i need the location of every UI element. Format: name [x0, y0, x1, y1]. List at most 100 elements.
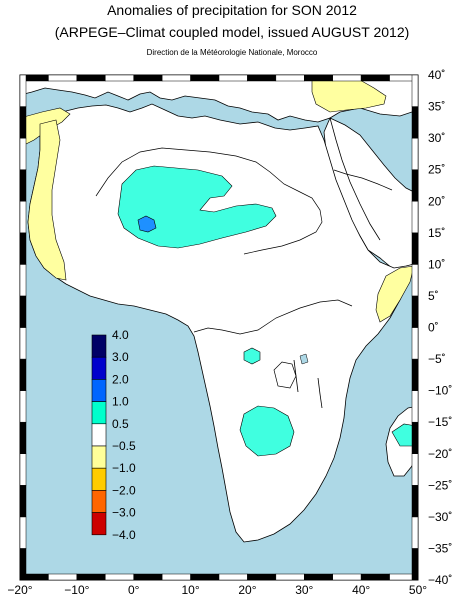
latitude-tick-label: −35˚: [428, 541, 452, 555]
legend-swatch: [91, 423, 107, 447]
border-segment: [411, 327, 419, 360]
border-segment: [275, 74, 305, 82]
border-segment: [304, 74, 333, 82]
red-sea-coast: [329, 117, 381, 241]
latitude-tick-label: 5˚: [428, 289, 439, 303]
border-segment: [411, 295, 419, 328]
wet-area-central: [243, 347, 261, 365]
chart-subtitle: (ARPEGE–Climat coupled model, issued AUG…: [54, 24, 410, 40]
border-segment: [19, 421, 27, 454]
legend-swatch: [91, 379, 107, 402]
border-segment: [19, 453, 27, 486]
longitude-tick-label: 50°: [409, 583, 427, 597]
latitude-tick-label: −10˚: [428, 384, 452, 398]
border-segment: [411, 169, 419, 202]
latitude-tick-label: 40˚: [428, 68, 445, 82]
border-segment: [411, 516, 419, 549]
border-segment: [360, 573, 390, 581]
border-segment: [19, 485, 27, 518]
legend-swatch: [91, 401, 107, 425]
chart-title: Anomalies of precipitation for SON 2012: [107, 2, 357, 18]
border-segment: [332, 573, 362, 581]
border-segment: [133, 74, 163, 82]
map-border: [19, 74, 419, 581]
border-segment: [161, 74, 191, 82]
border-segment: [19, 295, 27, 328]
border-segment: [19, 548, 27, 581]
latitude-tick-label: 10˚: [428, 257, 445, 271]
border-segment: [411, 106, 419, 139]
latitude-tick-label: −20˚: [428, 447, 452, 461]
border-segment: [304, 573, 333, 581]
dry-area-east-africa: [375, 265, 415, 323]
border-segment: [105, 573, 134, 581]
border-segment: [411, 201, 419, 234]
border-segment: [105, 74, 134, 82]
wetter-area-sahara: [137, 215, 157, 233]
legend-label: 4.0: [112, 328, 129, 342]
legend-label: 3.0: [112, 350, 129, 364]
legend-label: −3.0: [112, 506, 136, 520]
border-segment: [247, 573, 277, 581]
border-segment: [411, 137, 419, 170]
longitude-tick-label: −20°: [7, 583, 32, 597]
latitude-tick-label: −40˚: [428, 573, 452, 587]
latitude-tick-label: −25˚: [428, 478, 452, 492]
border-segment: [48, 74, 78, 82]
border-segment: [411, 485, 419, 518]
border-segment: [19, 232, 27, 265]
border-segment: [411, 390, 419, 423]
longitude-tick-label: 30°: [295, 583, 313, 597]
border-segment: [332, 74, 362, 82]
contour-west-africa: [193, 299, 353, 335]
border-segment: [19, 137, 27, 170]
border-segment: [19, 201, 27, 234]
border-segment: [411, 264, 419, 297]
border-segment: [218, 74, 248, 82]
border-segment: [247, 74, 277, 82]
border-segment: [360, 74, 390, 82]
latitude-tick-label: 20˚: [428, 194, 445, 208]
longitude-tick-label: 0°: [128, 583, 140, 597]
border-segment: [411, 421, 419, 454]
legend-swatch: [91, 445, 107, 469]
latitude-tick-label: 0˚: [428, 321, 439, 335]
legend-swatch: [91, 356, 107, 380]
latitude-tick-label: 30˚: [428, 131, 445, 145]
border-segment: [161, 573, 191, 581]
latitude-tick-label: −15˚: [428, 415, 452, 429]
border-segment: [19, 169, 27, 202]
border-segment: [19, 516, 27, 549]
longitude-tick-label: 20°: [238, 583, 256, 597]
credit-line: Direction de la Météorologie Nationale, …: [146, 48, 318, 57]
border-segment: [19, 106, 27, 139]
longitude-axis: −20° −10° 0° 10° 20° 30° 40° 50°: [7, 583, 427, 597]
border-segment: [411, 74, 419, 107]
border-segment: [76, 573, 106, 581]
color-legend: 4.0 3.0 2.0 1.0 0.5 −0.5 −1.0 −2.0 −3.0 −4.0: [91, 328, 136, 542]
border-segment: [411, 453, 419, 486]
border-segment: [19, 74, 27, 107]
border-segment: [19, 264, 27, 297]
latitude-tick-label: −5˚: [428, 352, 446, 366]
lake-tanganyika: [293, 359, 299, 393]
latitude-tick-label: 35˚: [428, 100, 445, 114]
legend-label: 2.0: [112, 372, 129, 386]
border-segment: [48, 573, 78, 581]
latitude-tick-label: 15˚: [428, 226, 445, 240]
lake-nyasa: [317, 377, 323, 409]
contour-north: [95, 147, 323, 255]
border-segment: [218, 573, 248, 581]
legend-label: 0.5: [112, 417, 129, 431]
legend-label: −0.5: [112, 439, 136, 453]
longitude-tick-label: −10°: [64, 583, 89, 597]
border-segment: [190, 74, 220, 82]
border-segment: [411, 548, 419, 581]
dry-area-west-coast: [27, 119, 67, 281]
legend-swatch: [91, 512, 107, 536]
border-segment: [275, 573, 305, 581]
contour-east: [333, 169, 393, 191]
legend-swatch: [91, 334, 107, 358]
border-segment: [190, 573, 220, 581]
